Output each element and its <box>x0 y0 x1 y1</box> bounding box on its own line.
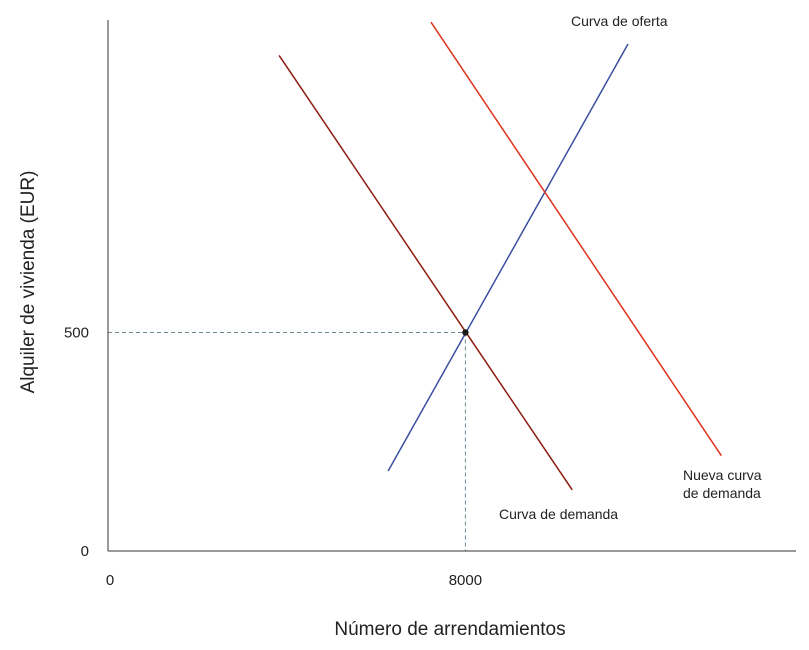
x-tick-label: 8000 <box>449 572 482 589</box>
y-tick-label: 0 <box>81 543 89 560</box>
new_demand-line <box>430 21 723 457</box>
tick-labels: 0 8000 0 500 <box>64 324 482 589</box>
supply-label: Curva de oferta <box>571 13 668 29</box>
y-tick-label: 500 <box>64 324 89 341</box>
axes <box>107 20 796 552</box>
equilibrium-guides <box>108 331 466 551</box>
x-tick-label: 0 <box>106 572 114 589</box>
demand-line <box>278 54 573 491</box>
supply-line <box>387 43 629 472</box>
new_demand-label: de demanda <box>683 485 761 501</box>
x-axis-title: Número de arrendamientos <box>334 619 565 640</box>
demand-label: Curva de demanda <box>499 506 618 522</box>
y-axis-title: Alquiler de vivienda (EUR) <box>18 171 39 394</box>
curve-labels: Curva de demanda Curva de oferta Nueva cur… <box>499 13 762 522</box>
new_demand-label: Nueva curva <box>683 467 762 483</box>
equilibrium-point <box>462 329 469 336</box>
series-group <box>278 21 723 491</box>
